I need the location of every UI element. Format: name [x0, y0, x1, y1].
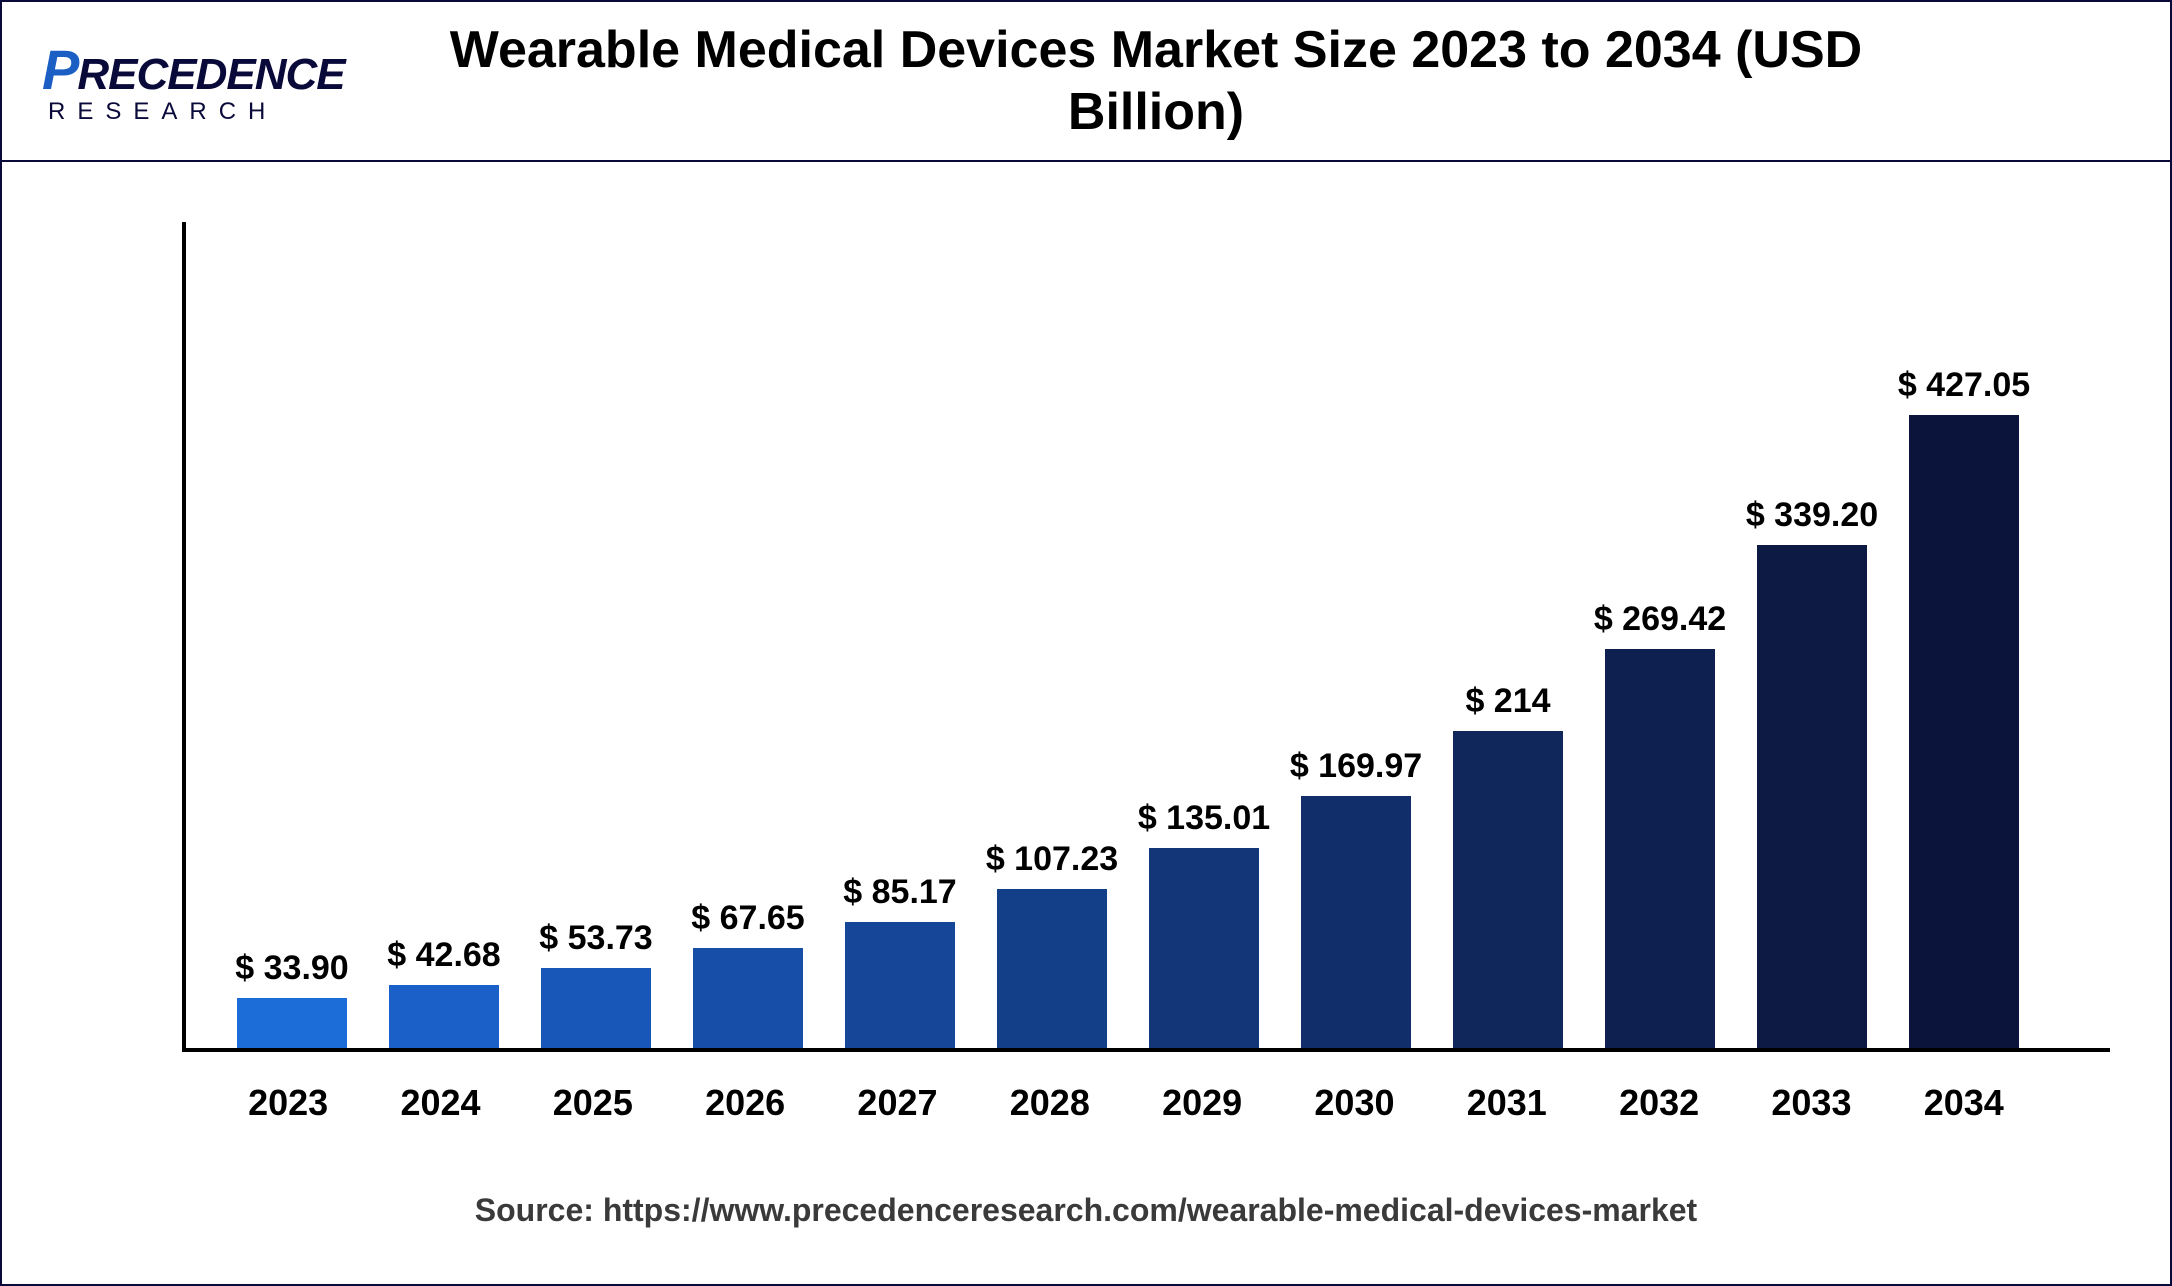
bar-value-label: $ 214 [1465, 682, 1550, 721]
bar-group: $ 67.65 [693, 899, 803, 1048]
x-axis-category-label: 2034 [1909, 1082, 2019, 1124]
logo-word-rest: RECEDENCE [77, 50, 344, 100]
bar-value-label: $ 169.97 [1290, 747, 1422, 786]
x-axis-labels: 2023 2024 2025 2026 2027 2028 2029 2030 2031 2032… [182, 1052, 2070, 1124]
bar-group: $ 169.97 [1301, 747, 1411, 1048]
bar-value-label: $ 269.42 [1594, 600, 1726, 639]
bar-group: $ 135.01 [1149, 799, 1259, 1048]
x-axis-category-label: 2026 [690, 1082, 800, 1124]
bar-group: $ 269.42 [1605, 600, 1715, 1048]
x-axis-category-label: 2033 [1756, 1082, 1866, 1124]
bar [541, 968, 651, 1048]
bar [1757, 545, 1867, 1048]
bar-value-label: $ 107.23 [986, 840, 1118, 879]
bar-value-label: $ 339.20 [1746, 496, 1878, 535]
bar [997, 889, 1107, 1048]
bar [1605, 649, 1715, 1048]
bar [389, 985, 499, 1048]
bar [237, 998, 347, 1048]
x-axis-category-label: 2024 [385, 1082, 495, 1124]
brand-logo: P RECEDENCE RESEARCH [42, 37, 382, 126]
logo-subtitle: RESEARCH [48, 98, 382, 126]
bars-container: $ 33.90 $ 42.68 $ 53.73 $ 67.65 $ 85.17 $ 107… [186, 222, 2070, 1048]
bar-value-label: $ 427.05 [1898, 366, 2030, 405]
x-axis-category-label: 2031 [1452, 1082, 1562, 1124]
bar-value-label: $ 53.73 [539, 919, 652, 958]
bar-value-label: $ 85.17 [843, 873, 956, 912]
x-axis-category-label: 2025 [538, 1082, 648, 1124]
bar-group: $ 339.20 [1757, 496, 1867, 1048]
bar-value-label: $ 67.65 [691, 899, 804, 938]
chart-area: $ 33.90 $ 42.68 $ 53.73 $ 67.65 $ 85.17 $ 107… [2, 162, 2170, 1162]
bar-value-label: $ 42.68 [387, 936, 500, 975]
x-axis-category-label: 2027 [842, 1082, 952, 1124]
chart-plot: $ 33.90 $ 42.68 $ 53.73 $ 67.65 $ 85.17 $ 107… [182, 222, 2070, 1052]
bar-value-label: $ 33.90 [235, 949, 348, 988]
bar-group: $ 53.73 [541, 919, 651, 1048]
source-citation: Source: https://www.precedenceresearch.c… [2, 1192, 2170, 1229]
bar-value-label: $ 135.01 [1138, 799, 1270, 838]
bar-group: $ 107.23 [997, 840, 1107, 1048]
bar-group: $ 85.17 [845, 873, 955, 1048]
x-axis-category-label: 2030 [1299, 1082, 1409, 1124]
x-axis-category-label: 2029 [1147, 1082, 1257, 1124]
bar [1149, 848, 1259, 1048]
bar [1453, 731, 1563, 1048]
bar-group: $ 42.68 [389, 936, 499, 1048]
x-axis-category-label: 2032 [1604, 1082, 1714, 1124]
bar [845, 922, 955, 1048]
bar [693, 948, 803, 1048]
bar-group: $ 427.05 [1909, 366, 2019, 1048]
bar [1909, 415, 2019, 1048]
chart-header: P RECEDENCE RESEARCH Wearable Medical De… [2, 2, 2170, 162]
x-axis-category-label: 2023 [233, 1082, 343, 1124]
bar [1301, 796, 1411, 1048]
x-axis-category-label: 2028 [995, 1082, 1105, 1124]
logo-letter-p: P [42, 37, 77, 102]
bar-group: $ 33.90 [237, 949, 347, 1048]
chart-title: Wearable Medical Devices Market Size 202… [382, 19, 2130, 144]
bar-group: $ 214 [1453, 682, 1563, 1048]
baseline-extension [2070, 1048, 2110, 1052]
